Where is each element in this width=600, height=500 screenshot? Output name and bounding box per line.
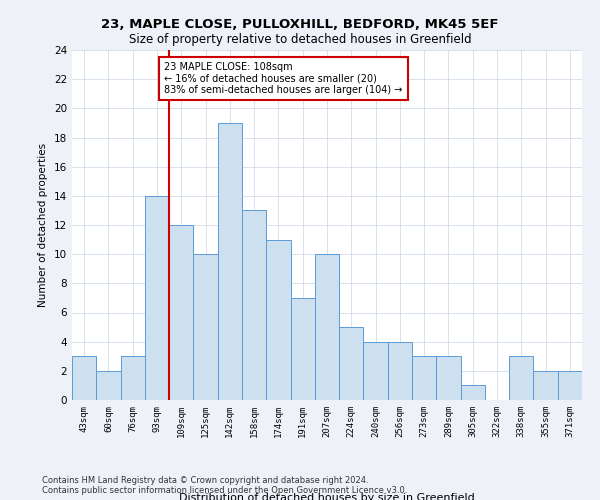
- Bar: [315, 254, 339, 400]
- Bar: [558, 371, 582, 400]
- Text: 23, MAPLE CLOSE, PULLOXHILL, BEDFORD, MK45 5EF: 23, MAPLE CLOSE, PULLOXHILL, BEDFORD, MK…: [101, 18, 499, 30]
- Text: Contains HM Land Registry data © Crown copyright and database right 2024.: Contains HM Land Registry data © Crown c…: [42, 476, 368, 485]
- Bar: [436, 356, 461, 400]
- Bar: [96, 371, 121, 400]
- Bar: [388, 342, 412, 400]
- Text: Contains public sector information licensed under the Open Government Licence v3: Contains public sector information licen…: [42, 486, 407, 495]
- Bar: [121, 356, 145, 400]
- Bar: [218, 123, 242, 400]
- Text: Size of property relative to detached houses in Greenfield: Size of property relative to detached ho…: [128, 32, 472, 46]
- Text: 23 MAPLE CLOSE: 108sqm
← 16% of detached houses are smaller (20)
83% of semi-det: 23 MAPLE CLOSE: 108sqm ← 16% of detached…: [164, 62, 403, 95]
- Bar: [339, 327, 364, 400]
- Bar: [72, 356, 96, 400]
- Y-axis label: Number of detached properties: Number of detached properties: [38, 143, 49, 307]
- Bar: [242, 210, 266, 400]
- Bar: [364, 342, 388, 400]
- Bar: [533, 371, 558, 400]
- Bar: [266, 240, 290, 400]
- Bar: [509, 356, 533, 400]
- Bar: [461, 386, 485, 400]
- Bar: [145, 196, 169, 400]
- Bar: [169, 225, 193, 400]
- X-axis label: Distribution of detached houses by size in Greenfield: Distribution of detached houses by size …: [179, 492, 475, 500]
- Bar: [412, 356, 436, 400]
- Bar: [193, 254, 218, 400]
- Bar: [290, 298, 315, 400]
